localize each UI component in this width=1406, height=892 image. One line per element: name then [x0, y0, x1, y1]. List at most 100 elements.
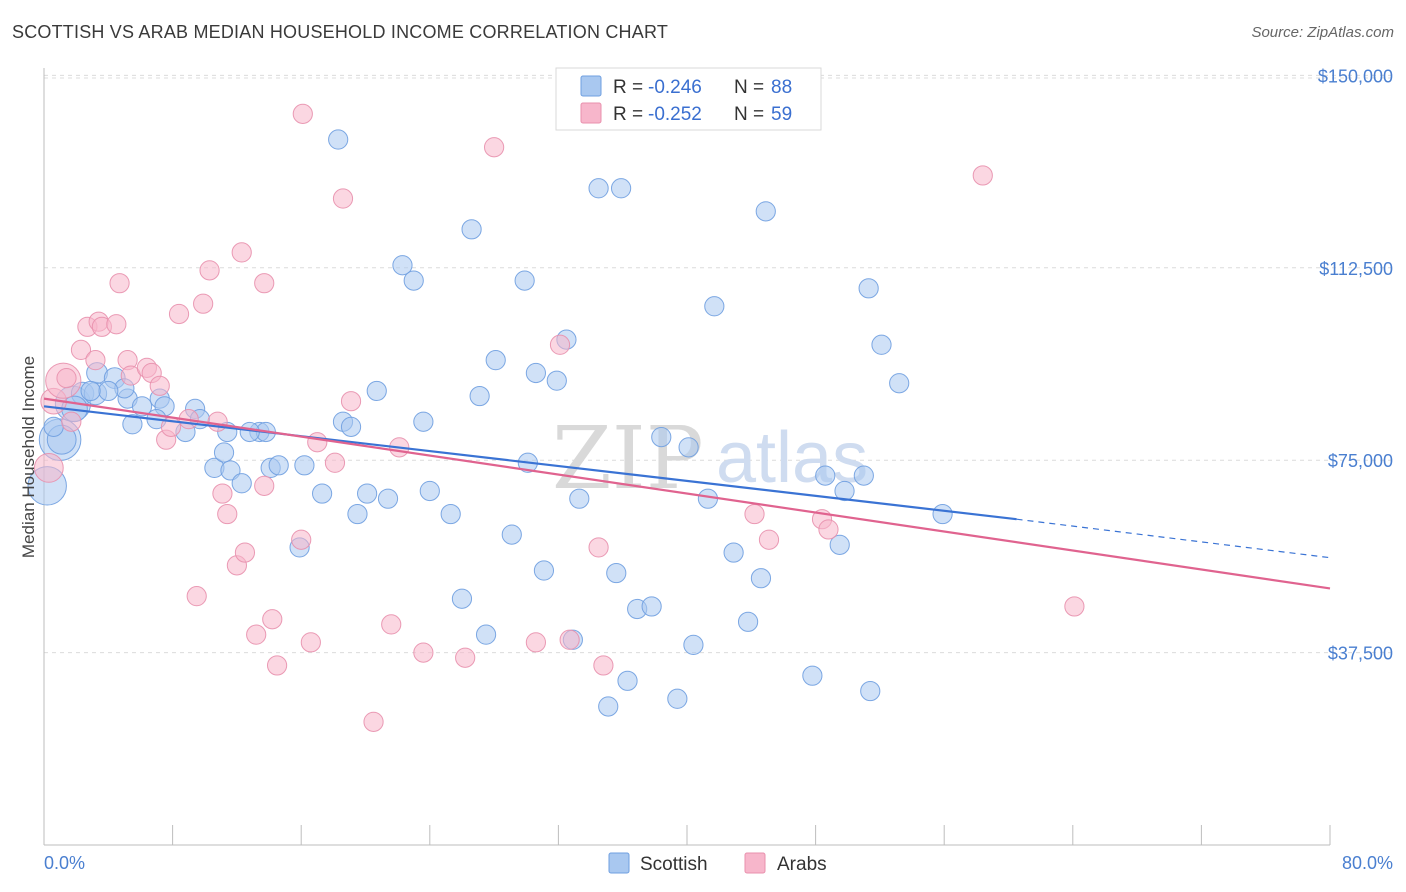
point-arabs: [70, 339, 92, 360]
point-arabs: [262, 609, 283, 630]
point-arabs: [588, 537, 609, 558]
trend-line-scottish: [43, 405, 1017, 521]
point-scottish: [347, 503, 368, 525]
axes: [43, 68, 1331, 846]
point-scottish: [610, 178, 632, 199]
point-scottish: [533, 560, 555, 581]
legend-n-label-arabs: N =: [734, 104, 764, 125]
y-axis-label: Median Household Income: [19, 356, 38, 558]
point-scottish: [860, 680, 881, 702]
point-scottish: [131, 396, 153, 417]
y-tick-label: $150,000: [1318, 66, 1393, 86]
legend-box: R = -0.246 N = 88 R = -0.252 N = 59: [555, 67, 822, 131]
point-arabs: [484, 137, 505, 158]
point-scottish: [461, 219, 482, 240]
point-arabs: [593, 655, 614, 676]
point-scottish: [871, 334, 892, 355]
point-scottish: [419, 480, 440, 502]
legend-r-label-scottish: R =: [613, 77, 643, 98]
point-scottish: [294, 455, 315, 476]
point-scottish: [43, 416, 64, 437]
point-scottish: [853, 465, 874, 486]
point-scottish: [723, 542, 744, 563]
point-arabs: [292, 103, 313, 124]
point-scottish: [451, 588, 473, 609]
point-arabs: [413, 642, 434, 663]
point-scottish: [588, 178, 609, 199]
point-arabs: [340, 391, 362, 412]
legend-swatch-arabs: [580, 102, 602, 124]
point-scottish: [328, 129, 349, 150]
y-tick-label: $75,000: [1328, 451, 1393, 471]
legend-r-label-arabs: R =: [613, 104, 643, 125]
point-arabs: [818, 519, 839, 540]
point-scottish: [469, 385, 490, 407]
point-arabs: [234, 542, 256, 563]
point-arabs: [300, 632, 321, 653]
bottom-legend: Scottish Arabs: [608, 852, 827, 875]
point-arabs: [525, 632, 546, 653]
point-scottish: [220, 460, 241, 481]
trend-lines: [43, 397, 1331, 590]
point-arabs: [254, 475, 275, 496]
point-scottish: [525, 362, 546, 384]
point-scottish: [213, 442, 235, 463]
point-arabs: [186, 586, 207, 607]
bottom-legend-label-scottish: Scottish: [640, 854, 708, 875]
point-scottish: [598, 696, 619, 717]
point-scottish: [231, 473, 252, 494]
point-scottish: [357, 483, 378, 504]
point-arabs: [1064, 596, 1085, 617]
point-arabs: [307, 432, 328, 453]
bottom-legend-swatch-arabs: [744, 852, 766, 874]
data-points: [27, 103, 1085, 732]
point-scottish: [667, 688, 688, 709]
point-arabs: [109, 273, 130, 294]
point-arabs: [106, 314, 127, 335]
legend-r-value-scottish: -0.246: [648, 77, 702, 98]
point-scottish: [311, 483, 333, 504]
point-scottish: [514, 270, 535, 291]
point-arabs: [455, 647, 476, 668]
point-scottish: [413, 411, 434, 432]
point-arabs: [363, 711, 384, 732]
point-arabs: [212, 483, 233, 504]
point-scottish: [403, 270, 424, 291]
tick-labels: $37,500 $75,000 $112,500 $150,000 0.0% 80.0%: [44, 66, 1393, 873]
point-arabs: [291, 529, 312, 550]
point-scottish: [377, 488, 399, 509]
point-scottish: [683, 634, 704, 656]
chart-title: SCOTTISH VS ARAB MEDIAN HOUSEHOLD INCOME…: [12, 22, 669, 42]
point-arabs: [168, 303, 190, 325]
point-scottish: [704, 296, 725, 317]
bottom-legend-label-arabs: Arabs: [777, 854, 827, 875]
x-tick-label-min: 0.0%: [44, 853, 85, 873]
point-arabs: [758, 529, 780, 550]
point-arabs: [149, 375, 170, 396]
x-tick-label-max: 80.0%: [1342, 853, 1393, 873]
watermark: ZIP atlas: [552, 409, 868, 509]
point-arabs: [217, 503, 238, 525]
point-arabs: [246, 624, 267, 645]
trend-line-arabs: [43, 397, 1331, 590]
point-arabs: [56, 368, 77, 389]
point-scottish: [834, 480, 855, 502]
y-tick-label: $112,500: [1319, 259, 1393, 279]
point-arabs: [193, 293, 214, 314]
point-scottish: [889, 373, 910, 394]
point-scottish: [122, 414, 143, 435]
point-scottish: [737, 611, 759, 632]
point-arabs: [85, 350, 106, 371]
point-arabs: [254, 273, 275, 294]
point-arabs: [324, 452, 346, 473]
legend-swatch-scottish: [580, 75, 602, 97]
legend-r-value-arabs: -0.252: [648, 104, 702, 125]
point-scottish: [678, 437, 699, 458]
point-scottish: [606, 562, 627, 584]
y-tick-label: $37,500: [1328, 644, 1393, 664]
point-scottish: [815, 465, 836, 486]
point-arabs: [199, 260, 220, 281]
point-arabs: [332, 188, 354, 209]
point-arabs: [549, 334, 571, 355]
point-scottish: [440, 503, 461, 525]
